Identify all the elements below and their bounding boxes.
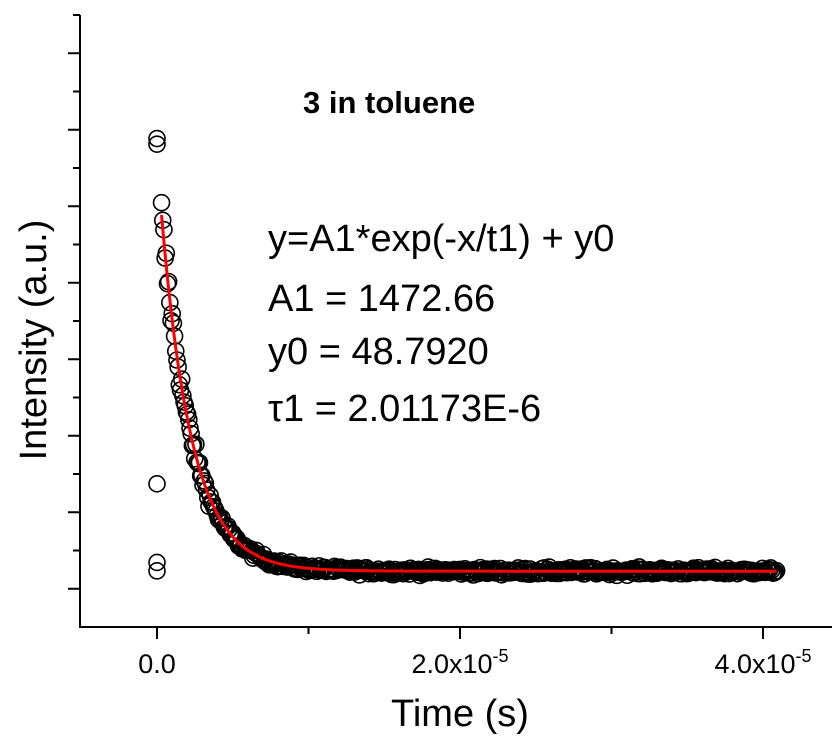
data-point — [189, 454, 208, 473]
data-point — [148, 475, 166, 493]
x-tick-label: 2.0x10-5 — [411, 646, 508, 679]
x-axis-ticks: 0.0 2.0x10-5 4.0x10-5 — [138, 627, 812, 679]
data-point — [201, 486, 219, 505]
data-point — [196, 474, 215, 493]
fit-y0: y0 = 48.7920 — [268, 331, 489, 373]
data-point — [148, 562, 166, 580]
fit-annotation: y=A1*exp(-x/t1) + y0 A1 = 1472.66 y0 = 4… — [268, 218, 614, 430]
y-axis-ticks — [68, 14, 80, 590]
fit-curve — [160, 214, 777, 573]
fit-tau1: τ1 = 2.01173E-6 — [268, 388, 541, 430]
x-tick-label: 0.0 — [138, 649, 176, 679]
data-point — [152, 193, 171, 212]
axes: 0.0 2.0x10-5 4.0x10-5 — [68, 14, 832, 679]
data-point — [148, 553, 166, 572]
chart-title: 3 in toluene — [303, 85, 475, 120]
fit-equation: y=A1*exp(-x/t1) + y0 — [268, 218, 614, 260]
fit-a1: A1 = 1472.66 — [268, 278, 495, 320]
data-point — [148, 135, 166, 153]
data-point — [148, 129, 166, 148]
x-tick-label: 4.0x10-5 — [714, 646, 811, 679]
y-axis-label: Intensity (a.u.) — [13, 220, 55, 461]
x-axis-label: Time (s) — [391, 693, 529, 735]
